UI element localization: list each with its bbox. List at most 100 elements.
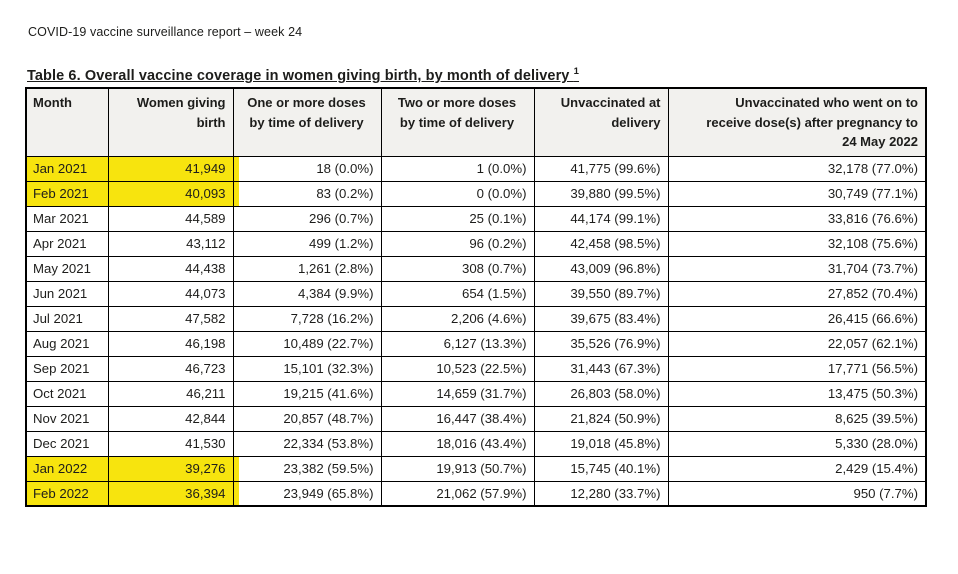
cell-unvaccinated-at-delivery: 42,458 (98.5%) xyxy=(533,230,669,257)
cell-two-or-more-doses: 16,447 (38.4%) xyxy=(380,405,535,432)
cell-one-or-more-doses: 1,261 (2.8%) xyxy=(232,255,382,282)
cell-one-or-more-doses: 18 (0.0%) xyxy=(232,155,382,182)
table-head: Month Women giving birth One or more doses… xyxy=(25,87,927,157)
cell-unvaccinated-at-delivery: 39,675 (83.4%) xyxy=(533,305,669,332)
cell-two-or-more-doses: 0 (0.0%) xyxy=(380,180,535,207)
cell-unvaccinated-at-delivery: 41,775 (99.6%) xyxy=(533,155,669,182)
cell-women-giving-birth: 44,438 xyxy=(107,255,234,282)
cell-women-giving-birth: 39,276 xyxy=(107,455,234,482)
cell-one-or-more-doses: 20,857 (48.7%) xyxy=(232,405,382,432)
cell-month: Nov 2021 xyxy=(25,405,109,432)
cell-unvaccinated-after-pregnancy: 27,852 (70.4%) xyxy=(667,280,927,307)
vaccine-coverage-table: Month Women giving birth One or more doses… xyxy=(25,87,927,507)
cell-one-or-more-doses: 22,334 (53.8%) xyxy=(232,430,382,457)
table-row: Feb 2021 40,093 83 (0.2%) 0 (0.0%) 39,880 (9… xyxy=(25,180,927,207)
cell-women-giving-birth: 41,949 xyxy=(107,155,234,182)
cell-unvaccinated-after-pregnancy: 32,108 (75.6%) xyxy=(667,230,927,257)
cell-women-giving-birth: 41,530 xyxy=(107,430,234,457)
table-row: Jan 2021 41,949 18 (0.0%) 1 (0.0%) 41,775 (9… xyxy=(25,155,927,182)
cell-unvaccinated-at-delivery: 19,018 (45.8%) xyxy=(533,430,669,457)
cell-unvaccinated-after-pregnancy: 26,415 (66.6%) xyxy=(667,305,927,332)
column-header-unvaccinated-after-pregnancy: Unvaccinated who went on to receive dose… xyxy=(667,87,927,157)
cell-unvaccinated-after-pregnancy: 13,475 (50.3%) xyxy=(667,380,927,407)
cell-women-giving-birth: 43,112 xyxy=(107,230,234,257)
table-title: Table 6. Overall vaccine coverage in wom… xyxy=(27,66,580,84)
cell-two-or-more-doses: 18,016 (43.4%) xyxy=(380,430,535,457)
cell-unvaccinated-after-pregnancy: 8,625 (39.5%) xyxy=(667,405,927,432)
cell-one-or-more-doses: 15,101 (32.3%) xyxy=(232,355,382,382)
cell-one-or-more-doses: 10,489 (22.7%) xyxy=(232,330,382,357)
cell-unvaccinated-after-pregnancy: 5,330 (28.0%) xyxy=(667,430,927,457)
cell-month: Jan 2022 xyxy=(25,455,109,482)
cell-women-giving-birth: 44,589 xyxy=(107,205,234,232)
column-header-one-or-more-doses: One or more doses by time of delivery xyxy=(232,87,382,157)
cell-one-or-more-doses: 7,728 (16.2%) xyxy=(232,305,382,332)
cell-unvaccinated-at-delivery: 44,174 (99.1%) xyxy=(533,205,669,232)
table-row: Jun 2021 44,073 4,384 (9.9%) 654 (1.5%) 39,5… xyxy=(25,280,927,307)
cell-unvaccinated-at-delivery: 21,824 (50.9%) xyxy=(533,405,669,432)
cell-month: May 2021 xyxy=(25,255,109,282)
cell-women-giving-birth: 44,073 xyxy=(107,280,234,307)
cell-two-or-more-doses: 6,127 (13.3%) xyxy=(380,330,535,357)
cell-unvaccinated-at-delivery: 39,550 (89.7%) xyxy=(533,280,669,307)
cell-two-or-more-doses: 654 (1.5%) xyxy=(380,280,535,307)
table-row: Apr 2021 43,112 499 (1.2%) 96 (0.2%) 42,458 … xyxy=(25,230,927,257)
column-header-women-giving-birth: Women giving birth xyxy=(107,87,234,157)
table-row: Mar 2021 44,589 296 (0.7%) 25 (0.1%) 44,174 … xyxy=(25,205,927,232)
cell-month: Dec 2021 xyxy=(25,430,109,457)
cell-unvaccinated-at-delivery: 39,880 (99.5%) xyxy=(533,180,669,207)
cell-unvaccinated-after-pregnancy: 17,771 (56.5%) xyxy=(667,355,927,382)
report-header: COVID-19 vaccine surveillance report – w… xyxy=(28,25,303,39)
cell-unvaccinated-after-pregnancy: 30,749 (77.1%) xyxy=(667,180,927,207)
cell-month: Jan 2021 xyxy=(25,155,109,182)
table-row: May 2021 44,438 1,261 (2.8%) 308 (0.7%) 43,0… xyxy=(25,255,927,282)
table-row: Jan 2022 39,276 23,382 (59.5%) 19,913 (50.7… xyxy=(25,455,927,482)
cell-two-or-more-doses: 308 (0.7%) xyxy=(380,255,535,282)
cell-month: Mar 2021 xyxy=(25,205,109,232)
cell-women-giving-birth: 40,093 xyxy=(107,180,234,207)
table-row: Oct 2021 46,211 19,215 (41.6%) 14,659 (31.7… xyxy=(25,380,927,407)
cell-month: Feb 2021 xyxy=(25,180,109,207)
table-row: Nov 2021 42,844 20,857 (48.7%) 16,447 (38.4… xyxy=(25,405,927,432)
cell-month: Oct 2021 xyxy=(25,380,109,407)
cell-unvaccinated-at-delivery: 35,526 (76.9%) xyxy=(533,330,669,357)
cell-month: Aug 2021 xyxy=(25,330,109,357)
table-header-row: Month Women giving birth One or more doses… xyxy=(25,87,927,157)
cell-one-or-more-doses: 23,382 (59.5%) xyxy=(232,455,382,482)
cell-two-or-more-doses: 96 (0.2%) xyxy=(380,230,535,257)
cell-unvaccinated-after-pregnancy: 31,704 (73.7%) xyxy=(667,255,927,282)
cell-one-or-more-doses: 296 (0.7%) xyxy=(232,205,382,232)
table-row: Sep 2021 46,723 15,101 (32.3%) 10,523 (22.5… xyxy=(25,355,927,382)
cell-women-giving-birth: 42,844 xyxy=(107,405,234,432)
table-body: Jan 2021 41,949 18 (0.0%) 1 (0.0%) 41,775 (9… xyxy=(25,155,927,507)
cell-two-or-more-doses: 19,913 (50.7%) xyxy=(380,455,535,482)
column-header-two-or-more-doses: Two or more doses by time of delivery xyxy=(380,87,535,157)
cell-unvaccinated-at-delivery: 26,803 (58.0%) xyxy=(533,380,669,407)
cell-women-giving-birth: 47,582 xyxy=(107,305,234,332)
cell-one-or-more-doses: 19,215 (41.6%) xyxy=(232,380,382,407)
cell-month: Feb 2022 xyxy=(25,480,109,507)
cell-unvaccinated-at-delivery: 43,009 (96.8%) xyxy=(533,255,669,282)
cell-two-or-more-doses: 21,062 (57.9%) xyxy=(380,480,535,507)
cell-month: Sep 2021 xyxy=(25,355,109,382)
cell-unvaccinated-at-delivery: 31,443 (67.3%) xyxy=(533,355,669,382)
cell-two-or-more-doses: 25 (0.1%) xyxy=(380,205,535,232)
cell-unvaccinated-after-pregnancy: 32,178 (77.0%) xyxy=(667,155,927,182)
cell-women-giving-birth: 46,198 xyxy=(107,330,234,357)
cell-two-or-more-doses: 2,206 (4.6%) xyxy=(380,305,535,332)
cell-women-giving-birth: 46,723 xyxy=(107,355,234,382)
cell-one-or-more-doses: 23,949 (65.8%) xyxy=(232,480,382,507)
cell-unvaccinated-after-pregnancy: 33,816 (76.6%) xyxy=(667,205,927,232)
cell-unvaccinated-at-delivery: 12,280 (33.7%) xyxy=(533,480,669,507)
table-title-footnote-marker: 1 xyxy=(573,66,580,78)
cell-unvaccinated-after-pregnancy: 2,429 (15.4%) xyxy=(667,455,927,482)
table-title-text: Table 6. Overall vaccine coverage in wom… xyxy=(27,68,570,84)
column-header-month: Month xyxy=(25,87,109,157)
cell-unvaccinated-after-pregnancy: 22,057 (62.1%) xyxy=(667,330,927,357)
cell-month: Jun 2021 xyxy=(25,280,109,307)
table-row: Dec 2021 41,530 22,334 (53.8%) 18,016 (43.4… xyxy=(25,430,927,457)
table-row: Jul 2021 47,582 7,728 (16.2%) 2,206 (4.6%) 3… xyxy=(25,305,927,332)
cell-one-or-more-doses: 83 (0.2%) xyxy=(232,180,382,207)
cell-month: Jul 2021 xyxy=(25,305,109,332)
